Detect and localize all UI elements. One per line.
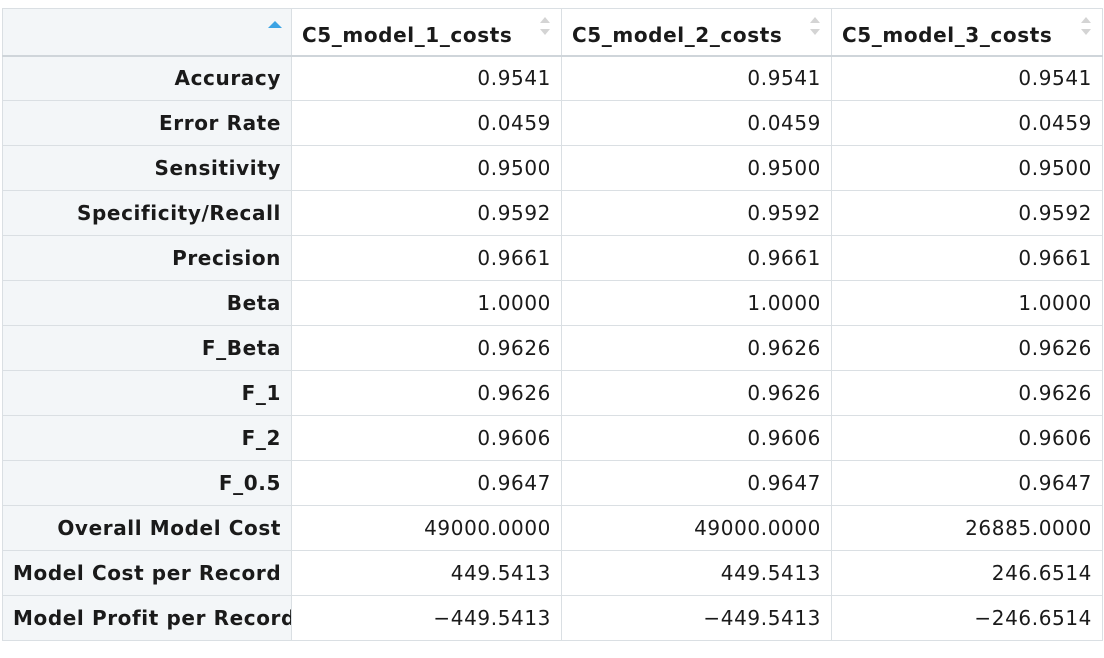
table-cell: 0.9661 (831, 235, 1103, 281)
table-cell: 0.0459 (561, 100, 832, 146)
table-cell: 1.0000 (561, 280, 832, 326)
table-row: F_0.5 0.9647 0.9647 0.9647 (2, 460, 1103, 506)
column-header-label: C5_model_3_costs (842, 22, 1053, 47)
table-cell: 0.9626 (561, 325, 832, 371)
table-cell: 0.9661 (291, 235, 562, 281)
table-cell: 0.9647 (291, 460, 562, 506)
table-row: Model Cost per Record 449.5413 449.5413 … (2, 550, 1103, 596)
table-body: Accuracy 0.9541 0.9541 0.9541 Error Rate… (2, 55, 1103, 641)
table-cell: 49000.0000 (561, 505, 832, 551)
row-label: Error Rate (2, 100, 292, 146)
row-label: Model Cost per Record (2, 550, 292, 596)
table-cell: 0.9500 (831, 145, 1103, 191)
table-cell: 0.9626 (831, 370, 1103, 416)
table-cell: 0.9500 (561, 145, 832, 191)
metrics-table: C5_model_1_costs C5_model_2_costs C5_mod… (2, 8, 1103, 641)
table-row: Precision 0.9661 0.9661 0.9661 (2, 235, 1103, 281)
column-header-model-2[interactable]: C5_model_2_costs (561, 8, 832, 57)
table-cell: 0.9626 (561, 370, 832, 416)
table-cell: 0.9626 (291, 370, 562, 416)
table-row: Sensitivity 0.9500 0.9500 0.9500 (2, 145, 1103, 191)
table-cell: 0.9541 (291, 55, 562, 101)
row-names-header[interactable] (2, 8, 292, 57)
table-cell: 0.9592 (831, 190, 1103, 236)
table-cell: 0.0459 (831, 100, 1103, 146)
table-cell: 1.0000 (291, 280, 562, 326)
table-cell: 0.9626 (291, 325, 562, 371)
table-row: Overall Model Cost 49000.0000 49000.0000… (2, 505, 1103, 551)
column-header-model-1[interactable]: C5_model_1_costs (291, 8, 562, 57)
sort-ascending-icon[interactable] (268, 21, 282, 28)
row-label: Overall Model Cost (2, 505, 292, 551)
table-cell: 449.5413 (561, 550, 832, 596)
column-header-label: C5_model_1_costs (302, 22, 513, 47)
table-cell: 0.9661 (561, 235, 832, 281)
table-cell: 449.5413 (291, 550, 562, 596)
table-cell: 49000.0000 (291, 505, 562, 551)
table-cell: 0.9606 (291, 415, 562, 461)
table-cell: 0.9592 (291, 190, 562, 236)
table-row: F_1 0.9626 0.9626 0.9626 (2, 370, 1103, 416)
row-label: Specificity/Recall (2, 190, 292, 236)
sort-both-icon[interactable] (1081, 17, 1091, 35)
row-label: Sensitivity (2, 145, 292, 191)
table-row: F_Beta 0.9626 0.9626 0.9626 (2, 325, 1103, 371)
row-label: Model Profit per Record (2, 595, 292, 641)
row-label: Accuracy (2, 55, 292, 101)
table-cell: 0.9626 (831, 325, 1103, 371)
results-table-container: C5_model_1_costs C5_model_2_costs C5_mod… (2, 8, 1103, 641)
table-cell: 0.9541 (561, 55, 832, 101)
column-header-label: C5_model_2_costs (572, 22, 783, 47)
table-row: Beta 1.0000 1.0000 1.0000 (2, 280, 1103, 326)
table-cell: 0.9500 (291, 145, 562, 191)
table-row: F_2 0.9606 0.9606 0.9606 (2, 415, 1103, 461)
table-cell: 0.9592 (561, 190, 832, 236)
table-cell: −246.6514 (831, 595, 1103, 641)
table-cell: 1.0000 (831, 280, 1103, 326)
row-label: F_0.5 (2, 460, 292, 506)
table-cell: 26885.0000 (831, 505, 1103, 551)
row-label: Precision (2, 235, 292, 281)
table-header-row: C5_model_1_costs C5_model_2_costs C5_mod… (2, 8, 1103, 57)
table-cell: 0.9647 (561, 460, 832, 506)
row-label: Beta (2, 280, 292, 326)
sort-both-icon[interactable] (540, 17, 550, 35)
table-row: Accuracy 0.9541 0.9541 0.9541 (2, 55, 1103, 101)
table-cell: 0.9541 (831, 55, 1103, 101)
table-row: Error Rate 0.0459 0.0459 0.0459 (2, 100, 1103, 146)
table-cell: 246.6514 (831, 550, 1103, 596)
table-cell: 0.9647 (831, 460, 1103, 506)
row-label: F_Beta (2, 325, 292, 371)
table-row: Specificity/Recall 0.9592 0.9592 0.9592 (2, 190, 1103, 236)
table-cell: 0.0459 (291, 100, 562, 146)
row-label: F_1 (2, 370, 292, 416)
row-label: F_2 (2, 415, 292, 461)
column-header-model-3[interactable]: C5_model_3_costs (831, 8, 1103, 57)
table-cell: 0.9606 (561, 415, 832, 461)
table-cell: 0.9606 (831, 415, 1103, 461)
table-row: Model Profit per Record −449.5413 −449.5… (2, 595, 1103, 641)
table-cell: −449.5413 (561, 595, 832, 641)
table-cell: −449.5413 (291, 595, 562, 641)
sort-both-icon[interactable] (810, 17, 820, 35)
